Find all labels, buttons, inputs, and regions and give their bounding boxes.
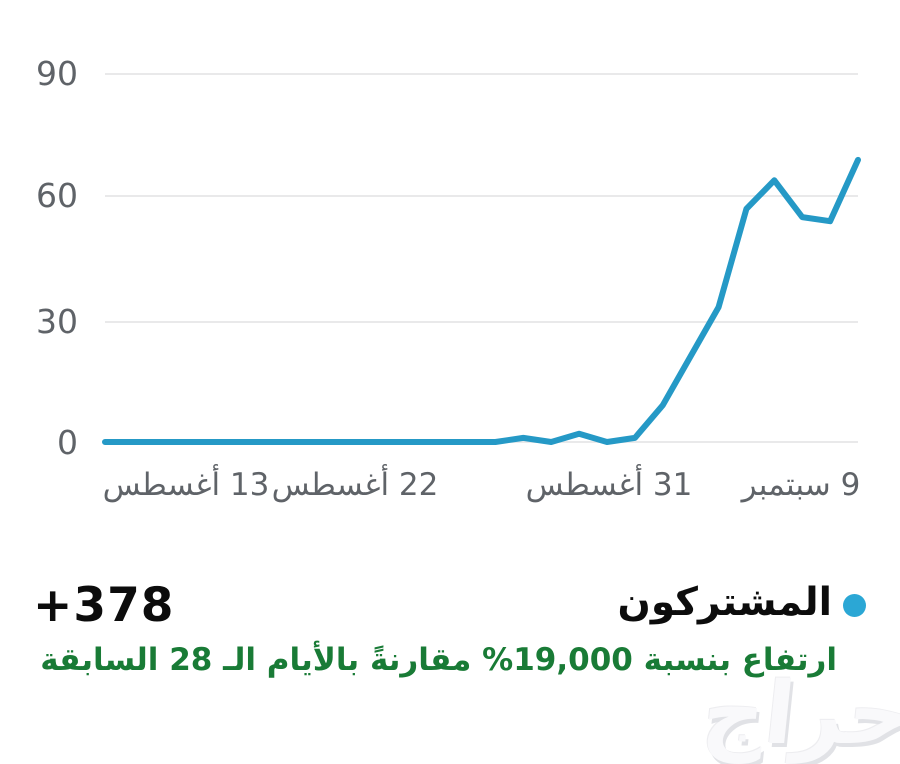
y-tick-30: 30 (36, 302, 78, 341)
legend-series-label[interactable]: المشتركون (617, 580, 832, 625)
subscribers-line-chart[interactable] (0, 0, 900, 735)
series-color-dot-icon (843, 594, 866, 617)
haraj-watermark: حراج (697, 664, 900, 764)
y-tick-0: 0 (57, 423, 78, 462)
x-tick-sep9: 9 سبتمبر (741, 467, 861, 503)
gridline-30 (105, 321, 858, 323)
y-tick-60: 60 (36, 176, 78, 215)
x-tick-aug22: 22 أغسطس (271, 467, 439, 503)
x-tick-aug13: 13 أغسطس (102, 467, 270, 503)
comparison-summary-text: ارتفاع بنسبة 19,000% مقارنةً بالأيام الـ… (40, 642, 837, 678)
gridline-90 (105, 73, 858, 75)
y-tick-90: 90 (36, 54, 78, 93)
x-tick-aug31: 31 أغسطس (525, 467, 693, 503)
subscribers-series-line (102, 156, 861, 445)
gridline-60 (105, 195, 858, 197)
subscribers-delta-value: +378 (33, 578, 175, 633)
